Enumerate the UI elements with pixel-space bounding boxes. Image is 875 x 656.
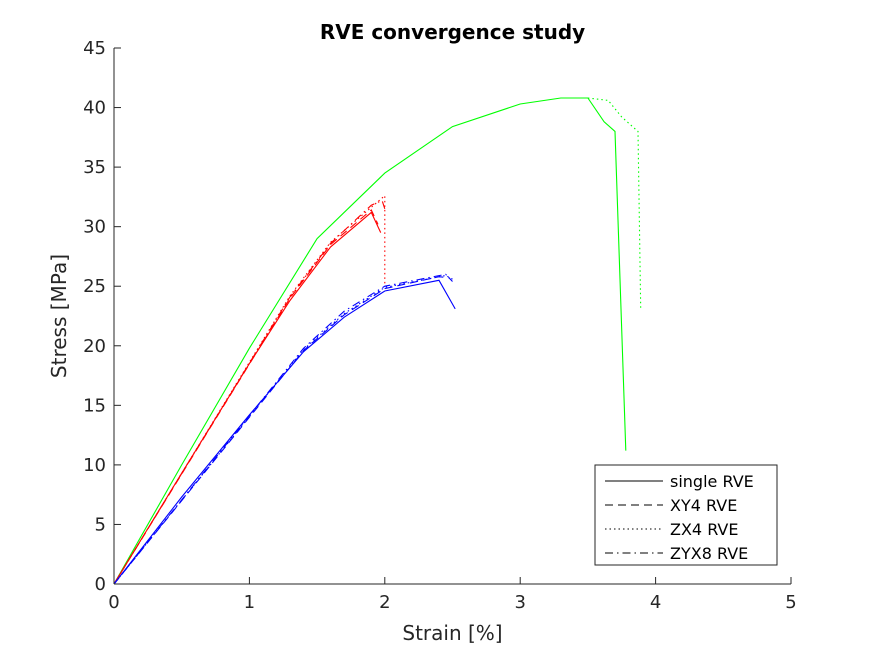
legend-label: ZX4 RVE <box>670 520 738 539</box>
series-line-red-dashdot <box>113 199 386 585</box>
x-tick-label: 4 <box>650 592 661 613</box>
series-line-blue-solid <box>113 279 456 585</box>
y-axis-label: Stress [MPa] <box>47 254 71 378</box>
legend-box <box>594 464 778 566</box>
chart-title: RVE convergence study <box>320 20 585 44</box>
y-tick-label: 30 <box>83 217 106 238</box>
legend: single RVE XY4 RVE ZX4 RVE ZYX8 RVE <box>594 464 778 566</box>
y-tick-label: 20 <box>83 336 106 357</box>
legend-label: single RVE <box>670 472 754 491</box>
y-tick-label: 25 <box>83 276 106 297</box>
series-line-blue-dashdot <box>113 273 453 585</box>
y-tick-label: 0 <box>95 574 106 595</box>
x-tick-label: 3 <box>514 592 525 613</box>
y-tick-label: 15 <box>83 395 106 416</box>
y-tick-label: 45 <box>83 38 106 59</box>
y-tick-label: 10 <box>83 455 106 476</box>
series-line-red-dotted <box>113 194 386 585</box>
x-tick-label: 2 <box>379 592 390 613</box>
series-line-green-dotted <box>587 97 642 309</box>
x-axis-label: Strain [%] <box>402 621 502 645</box>
x-tick-label: 5 <box>785 592 796 613</box>
series-layer <box>113 97 642 585</box>
series-line-green-solid <box>113 97 627 585</box>
legend-label: ZYX8 RVE <box>670 544 748 563</box>
y-tick-label: 5 <box>95 514 106 535</box>
x-tick-label: 1 <box>244 592 255 613</box>
series-line-red-dashed <box>113 209 379 585</box>
series-line-blue-dashed <box>113 276 450 585</box>
legend-label: XY4 RVE <box>670 496 737 515</box>
y-tick-label: 35 <box>83 157 106 178</box>
y-tick-label: 40 <box>83 98 106 119</box>
x-tick-label: 0 <box>108 592 119 613</box>
